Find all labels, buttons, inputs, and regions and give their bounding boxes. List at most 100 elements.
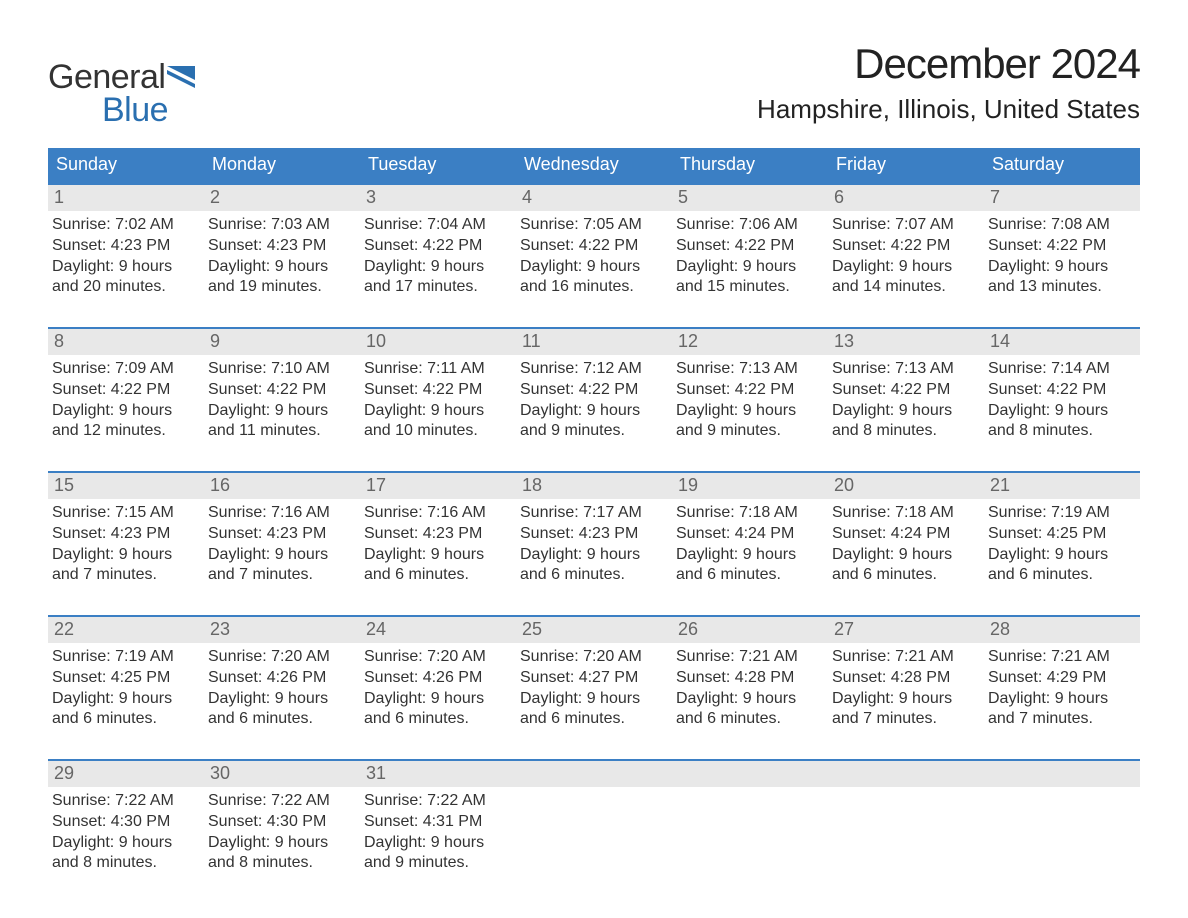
week-row: 1Sunrise: 7:02 AMSunset: 4:23 PMDaylight… xyxy=(48,183,1140,305)
day-details: Sunrise: 7:07 AMSunset: 4:22 PMDaylight:… xyxy=(828,211,984,298)
weekday-wednesday: Wednesday xyxy=(516,148,672,183)
day-cell-empty xyxy=(672,761,828,881)
sunrise-line: Sunrise: 7:22 AM xyxy=(52,791,200,812)
daylight-line-1: Daylight: 9 hours xyxy=(988,545,1136,566)
day-number: 7 xyxy=(984,185,1140,211)
day-details: Sunrise: 7:10 AMSunset: 4:22 PMDaylight:… xyxy=(204,355,360,442)
day-cell: 22Sunrise: 7:19 AMSunset: 4:25 PMDayligh… xyxy=(48,617,204,737)
week-row: 15Sunrise: 7:15 AMSunset: 4:23 PMDayligh… xyxy=(48,471,1140,593)
daylight-line-1: Daylight: 9 hours xyxy=(208,257,356,278)
daylight-line-2: and 11 minutes. xyxy=(208,421,356,442)
daylight-line-2: and 7 minutes. xyxy=(988,709,1136,730)
day-cell: 30Sunrise: 7:22 AMSunset: 4:30 PMDayligh… xyxy=(204,761,360,881)
day-details: Sunrise: 7:13 AMSunset: 4:22 PMDaylight:… xyxy=(828,355,984,442)
weeks-container: 1Sunrise: 7:02 AMSunset: 4:23 PMDaylight… xyxy=(48,183,1140,881)
daylight-line-2: and 16 minutes. xyxy=(520,277,668,298)
logo-word-2: Blue xyxy=(102,91,195,130)
day-cell: 27Sunrise: 7:21 AMSunset: 4:28 PMDayligh… xyxy=(828,617,984,737)
daylight-line-1: Daylight: 9 hours xyxy=(52,833,200,854)
sunset-line: Sunset: 4:24 PM xyxy=(832,524,980,545)
sunset-line: Sunset: 4:22 PM xyxy=(364,236,512,257)
sunset-line: Sunset: 4:23 PM xyxy=(520,524,668,545)
daylight-line-1: Daylight: 9 hours xyxy=(832,257,980,278)
day-number xyxy=(516,761,672,787)
day-number xyxy=(828,761,984,787)
day-details: Sunrise: 7:13 AMSunset: 4:22 PMDaylight:… xyxy=(672,355,828,442)
daylight-line-1: Daylight: 9 hours xyxy=(208,833,356,854)
sunrise-line: Sunrise: 7:06 AM xyxy=(676,215,824,236)
daylight-line-2: and 7 minutes. xyxy=(52,565,200,586)
day-details: Sunrise: 7:20 AMSunset: 4:26 PMDaylight:… xyxy=(204,643,360,730)
day-cell: 1Sunrise: 7:02 AMSunset: 4:23 PMDaylight… xyxy=(48,185,204,305)
day-details: Sunrise: 7:19 AMSunset: 4:25 PMDaylight:… xyxy=(984,499,1140,586)
day-cell-empty xyxy=(828,761,984,881)
day-cell: 29Sunrise: 7:22 AMSunset: 4:30 PMDayligh… xyxy=(48,761,204,881)
day-details: Sunrise: 7:14 AMSunset: 4:22 PMDaylight:… xyxy=(984,355,1140,442)
daylight-line-1: Daylight: 9 hours xyxy=(988,401,1136,422)
day-number: 8 xyxy=(48,329,204,355)
day-number: 16 xyxy=(204,473,360,499)
weekday-saturday: Saturday xyxy=(984,148,1140,183)
day-number: 11 xyxy=(516,329,672,355)
sunset-line: Sunset: 4:29 PM xyxy=(988,668,1136,689)
sunrise-line: Sunrise: 7:07 AM xyxy=(832,215,980,236)
day-cell: 2Sunrise: 7:03 AMSunset: 4:23 PMDaylight… xyxy=(204,185,360,305)
sunrise-line: Sunrise: 7:13 AM xyxy=(676,359,824,380)
day-number: 19 xyxy=(672,473,828,499)
daylight-line-1: Daylight: 9 hours xyxy=(52,689,200,710)
day-details: Sunrise: 7:17 AMSunset: 4:23 PMDaylight:… xyxy=(516,499,672,586)
daylight-line-2: and 14 minutes. xyxy=(832,277,980,298)
sunrise-line: Sunrise: 7:14 AM xyxy=(988,359,1136,380)
sunset-line: Sunset: 4:22 PM xyxy=(988,380,1136,401)
sunset-line: Sunset: 4:22 PM xyxy=(208,380,356,401)
sunrise-line: Sunrise: 7:19 AM xyxy=(988,503,1136,524)
sunrise-line: Sunrise: 7:20 AM xyxy=(520,647,668,668)
day-details: Sunrise: 7:06 AMSunset: 4:22 PMDaylight:… xyxy=(672,211,828,298)
sunrise-line: Sunrise: 7:22 AM xyxy=(364,791,512,812)
sunset-line: Sunset: 4:28 PM xyxy=(832,668,980,689)
sunset-line: Sunset: 4:28 PM xyxy=(676,668,824,689)
sunset-line: Sunset: 4:22 PM xyxy=(52,380,200,401)
sunset-line: Sunset: 4:22 PM xyxy=(364,380,512,401)
day-number: 31 xyxy=(360,761,516,787)
sunrise-line: Sunrise: 7:18 AM xyxy=(676,503,824,524)
sunset-line: Sunset: 4:24 PM xyxy=(676,524,824,545)
day-number: 23 xyxy=(204,617,360,643)
day-cell: 17Sunrise: 7:16 AMSunset: 4:23 PMDayligh… xyxy=(360,473,516,593)
sunrise-line: Sunrise: 7:21 AM xyxy=(676,647,824,668)
sunrise-line: Sunrise: 7:11 AM xyxy=(364,359,512,380)
daylight-line-2: and 6 minutes. xyxy=(364,565,512,586)
daylight-line-2: and 6 minutes. xyxy=(520,565,668,586)
sunset-line: Sunset: 4:23 PM xyxy=(364,524,512,545)
day-details: Sunrise: 7:19 AMSunset: 4:25 PMDaylight:… xyxy=(48,643,204,730)
day-number: 1 xyxy=(48,185,204,211)
weekday-friday: Friday xyxy=(828,148,984,183)
day-number: 22 xyxy=(48,617,204,643)
sunset-line: Sunset: 4:27 PM xyxy=(520,668,668,689)
day-details: Sunrise: 7:12 AMSunset: 4:22 PMDaylight:… xyxy=(516,355,672,442)
day-details: Sunrise: 7:08 AMSunset: 4:22 PMDaylight:… xyxy=(984,211,1140,298)
sunset-line: Sunset: 4:22 PM xyxy=(676,380,824,401)
day-number: 25 xyxy=(516,617,672,643)
day-details: Sunrise: 7:11 AMSunset: 4:22 PMDaylight:… xyxy=(360,355,516,442)
sunset-line: Sunset: 4:23 PM xyxy=(52,236,200,257)
day-details: Sunrise: 7:15 AMSunset: 4:23 PMDaylight:… xyxy=(48,499,204,586)
day-details: Sunrise: 7:18 AMSunset: 4:24 PMDaylight:… xyxy=(828,499,984,586)
daylight-line-2: and 8 minutes. xyxy=(832,421,980,442)
day-details: Sunrise: 7:18 AMSunset: 4:24 PMDaylight:… xyxy=(672,499,828,586)
daylight-line-2: and 13 minutes. xyxy=(988,277,1136,298)
daylight-line-2: and 6 minutes. xyxy=(676,709,824,730)
daylight-line-2: and 6 minutes. xyxy=(988,565,1136,586)
day-number: 12 xyxy=(672,329,828,355)
week-row: 22Sunrise: 7:19 AMSunset: 4:25 PMDayligh… xyxy=(48,615,1140,737)
header: General Blue December 2024 Hampshire, Il… xyxy=(48,40,1140,130)
daylight-line-1: Daylight: 9 hours xyxy=(364,545,512,566)
daylight-line-1: Daylight: 9 hours xyxy=(832,545,980,566)
day-number: 26 xyxy=(672,617,828,643)
day-details: Sunrise: 7:04 AMSunset: 4:22 PMDaylight:… xyxy=(360,211,516,298)
daylight-line-1: Daylight: 9 hours xyxy=(364,689,512,710)
day-cell: 8Sunrise: 7:09 AMSunset: 4:22 PMDaylight… xyxy=(48,329,204,449)
sunrise-line: Sunrise: 7:16 AM xyxy=(208,503,356,524)
sunrise-line: Sunrise: 7:18 AM xyxy=(832,503,980,524)
daylight-line-2: and 9 minutes. xyxy=(520,421,668,442)
